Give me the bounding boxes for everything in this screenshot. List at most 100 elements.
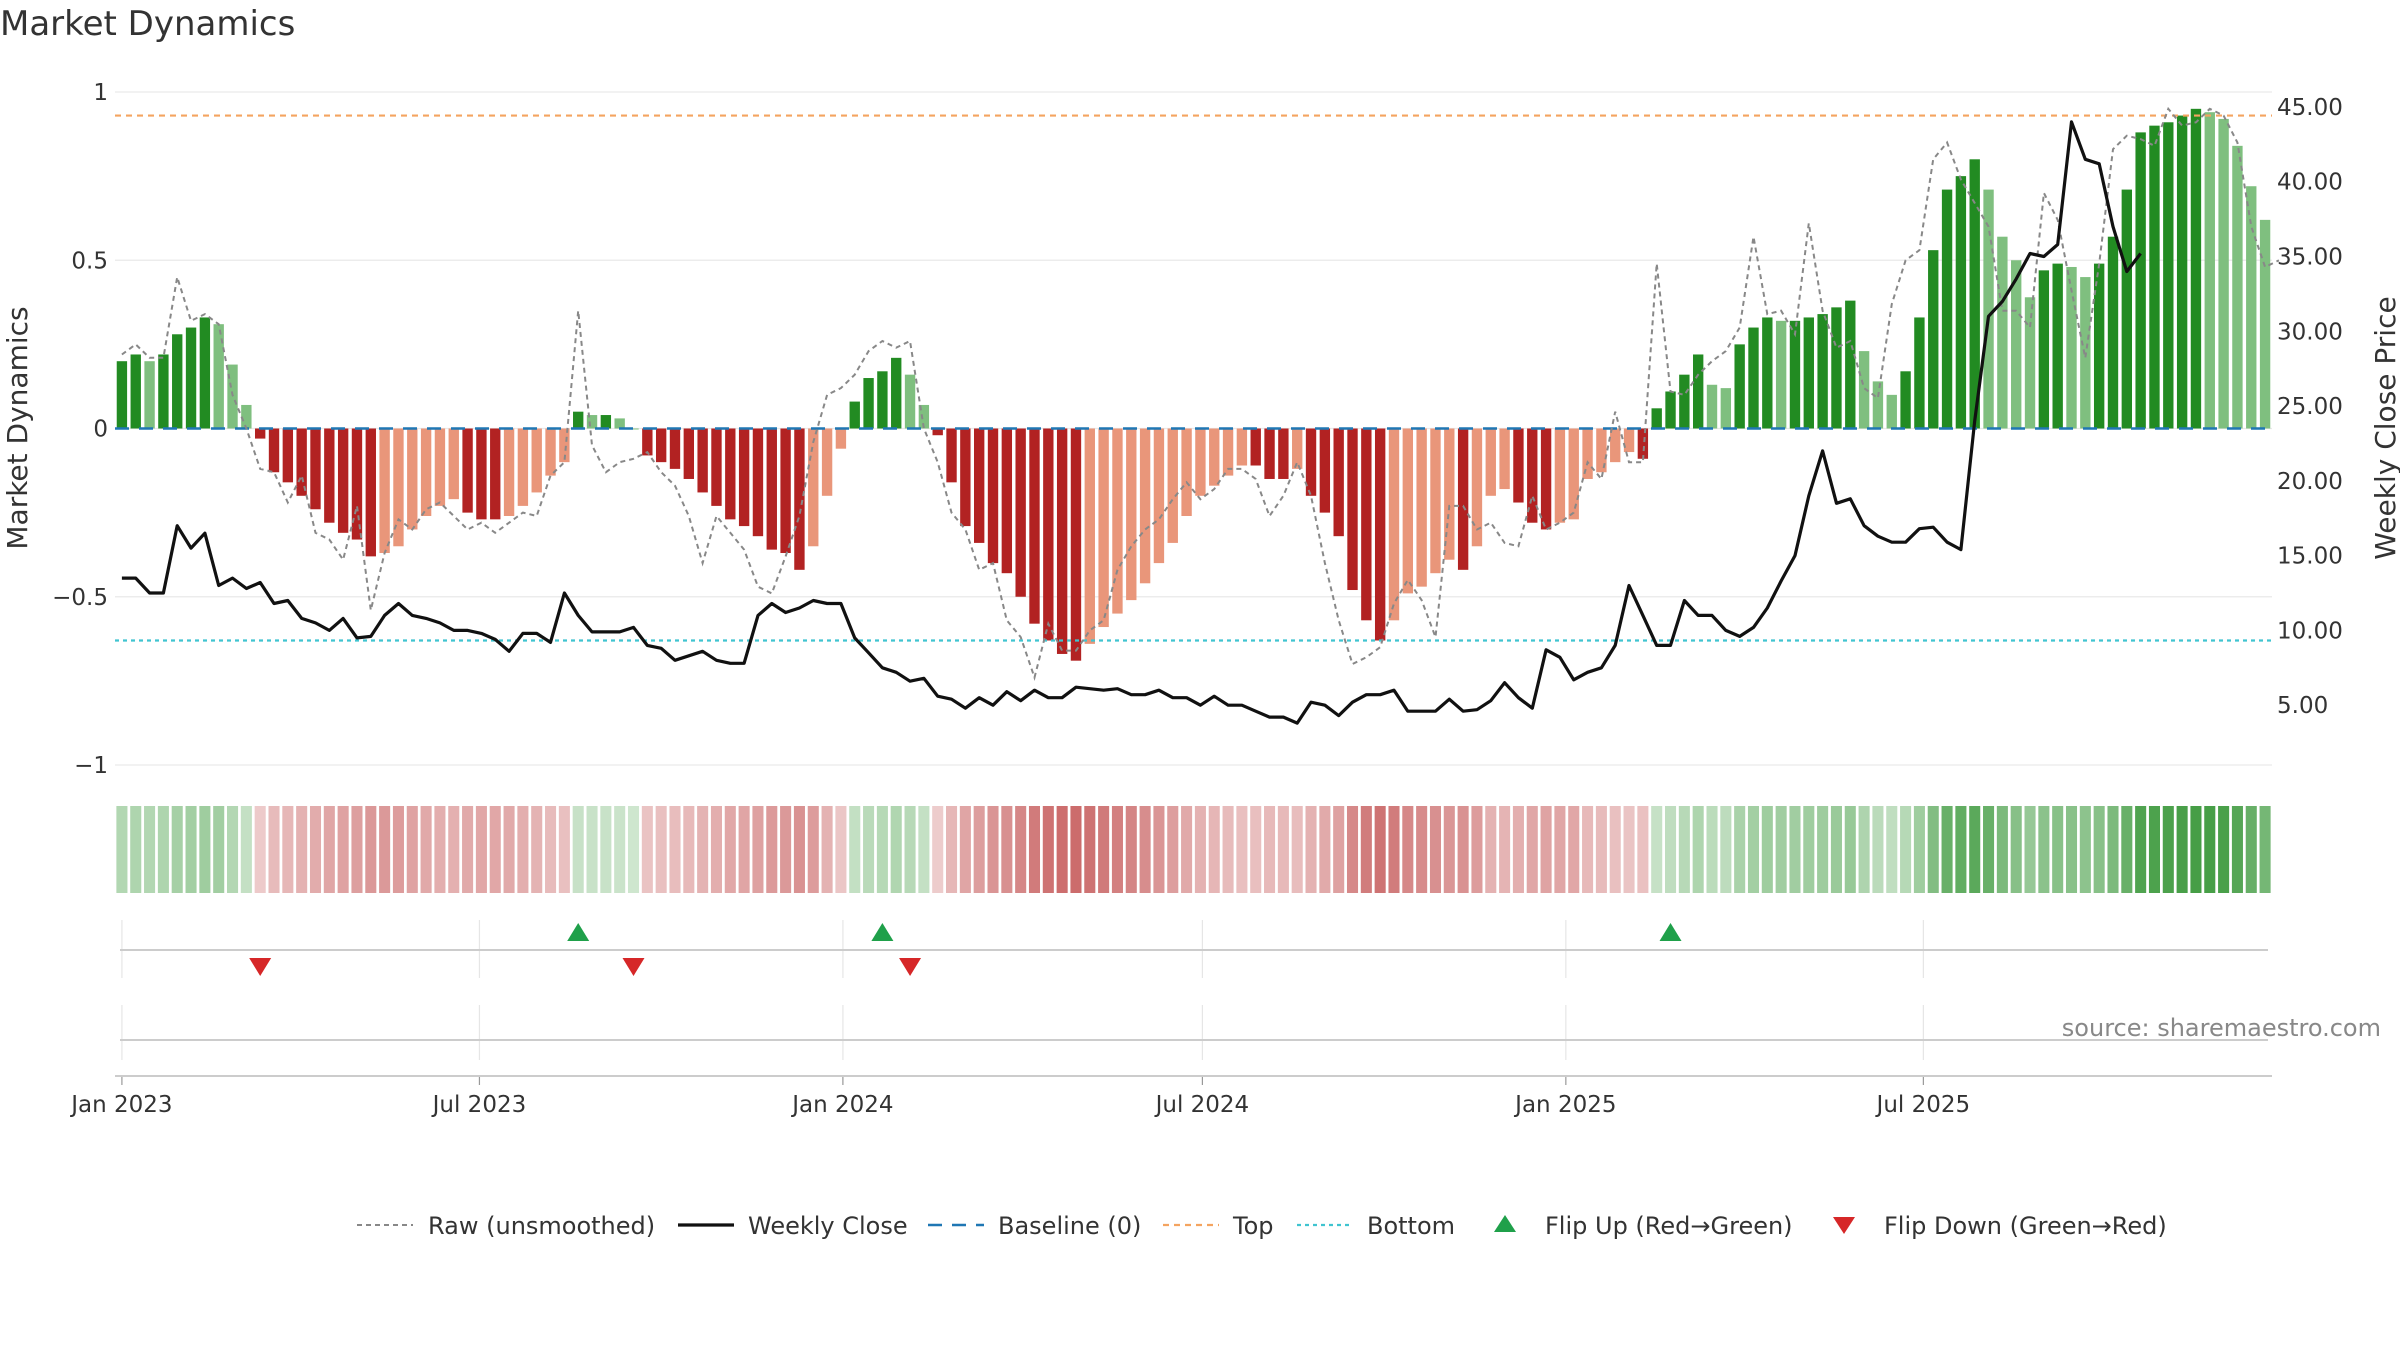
dynamics-bar: [2066, 266, 2077, 429]
dynamics-bar: [199, 317, 211, 429]
regime-cell: [572, 806, 584, 893]
regime-cell: [1291, 806, 1303, 893]
regime-cell: [2079, 806, 2091, 893]
regime-cell: [1775, 806, 1787, 893]
regime-cell: [1139, 806, 1151, 893]
regime-cell: [420, 806, 432, 893]
dynamics-bar: [2052, 263, 2063, 429]
legend-label-bottom: Bottom: [1367, 1212, 1455, 1240]
dynamics-bar: [1167, 428, 1178, 543]
dynamics-bar: [1720, 388, 1732, 429]
legend-label-flip-down: Flip Down (Green→Red): [1884, 1212, 2167, 1240]
dynamics-bar: [1374, 428, 1386, 641]
x-tick-label: Jan 2023: [69, 1092, 172, 1118]
regime-cell: [531, 806, 543, 893]
dynamics-bar: [573, 411, 584, 429]
dynamics-bar: [877, 371, 888, 429]
dynamics-bar: [130, 354, 141, 429]
dynamics-bar: [738, 428, 750, 527]
regime-cell: [586, 806, 598, 893]
left-tick-label: 0.5: [71, 248, 108, 274]
dynamics-bar: [1209, 428, 1220, 486]
dynamics-bar: [296, 428, 307, 496]
raw-line: [121, 106, 2280, 681]
dynamics-bar: [1775, 320, 1787, 429]
dynamics-bar: [2135, 132, 2146, 429]
dynamics-bar: [2190, 108, 2202, 429]
regime-cell: [157, 806, 169, 893]
dynamics-bar: [1762, 317, 1773, 429]
dynamics-bar: [808, 428, 819, 547]
regime-cell: [517, 806, 529, 893]
dynamics-bar: [1056, 428, 1068, 654]
flip-down-marker: [249, 958, 272, 976]
regime-cell: [1817, 806, 1829, 893]
dynamics-bar: [448, 428, 459, 500]
dynamics-bar: [766, 428, 777, 550]
dynamics-bar: [1706, 384, 1718, 429]
regime-cell: [1955, 806, 1967, 893]
regime-cell: [1872, 806, 1884, 893]
regime-cell: [1319, 806, 1331, 893]
regime-cell: [558, 806, 570, 893]
regime-cell: [683, 806, 695, 893]
dynamics-bar: [559, 428, 570, 463]
regime-cell: [1692, 806, 1704, 893]
regime-cell: [1056, 806, 1068, 893]
dynamics-bar: [241, 404, 252, 429]
regime-cell: [1678, 806, 1690, 893]
flip-down-marker: [622, 958, 645, 976]
dynamics-bar: [1803, 317, 1814, 429]
legend-label-top: Top: [1232, 1212, 1274, 1240]
regime-cell: [240, 806, 252, 893]
dynamics-bar: [2246, 186, 2257, 429]
dynamics-bar: [1457, 428, 1469, 570]
regime-cell: [2231, 806, 2243, 893]
regime-cell: [1084, 806, 1096, 893]
regime-cell: [1208, 806, 1220, 893]
dynamics-bar: [503, 428, 515, 516]
regime-cell: [2052, 806, 2064, 893]
dynamics-bar: [863, 378, 874, 429]
regime-cell: [1913, 806, 1925, 893]
dynamics-bar: [1388, 428, 1400, 621]
regime-cell: [296, 806, 308, 893]
dynamics-bar: [172, 334, 183, 429]
dynamics-bar: [2038, 270, 2050, 429]
right-tick-label: 20.00: [2277, 469, 2343, 495]
regime-cell: [945, 806, 958, 893]
regime-cell: [1264, 806, 1276, 893]
regime-cell: [1111, 806, 1123, 893]
regime-cell: [2162, 806, 2174, 893]
regime-cell: [1664, 806, 1677, 893]
dynamics-bar: [310, 428, 321, 510]
dynamics-bar: [946, 428, 957, 483]
regime-cell: [863, 806, 875, 893]
dynamics-bar: [1222, 428, 1234, 476]
regime-cell: [835, 806, 847, 893]
dynamics-bar: [891, 357, 902, 429]
regime-cell: [545, 806, 557, 893]
dynamics-bar: [1900, 371, 1911, 429]
regime-cell: [226, 806, 239, 893]
regime-cell: [890, 806, 902, 893]
dynamics-bar: [144, 361, 155, 429]
dynamics-bar: [2232, 145, 2243, 429]
dynamics-bar: [2163, 122, 2174, 429]
line-series: [121, 106, 2280, 725]
dynamics-bar: [1886, 394, 1897, 429]
regime-cell: [406, 806, 418, 893]
dynamics-bar: [1098, 428, 1109, 628]
dynamics-bar: [2176, 115, 2188, 429]
dynamics-bar: [1236, 428, 1248, 466]
regime-cell: [489, 806, 501, 893]
dynamics-bar: [1499, 428, 1510, 490]
regime-cell: [1277, 806, 1289, 893]
regime-cell: [323, 806, 335, 893]
regime-cell: [1236, 806, 1248, 893]
dynamics-bar: [586, 415, 598, 429]
regime-cell: [1595, 806, 1607, 893]
regime-cell: [1900, 806, 1912, 893]
regime-cell: [1333, 806, 1345, 893]
